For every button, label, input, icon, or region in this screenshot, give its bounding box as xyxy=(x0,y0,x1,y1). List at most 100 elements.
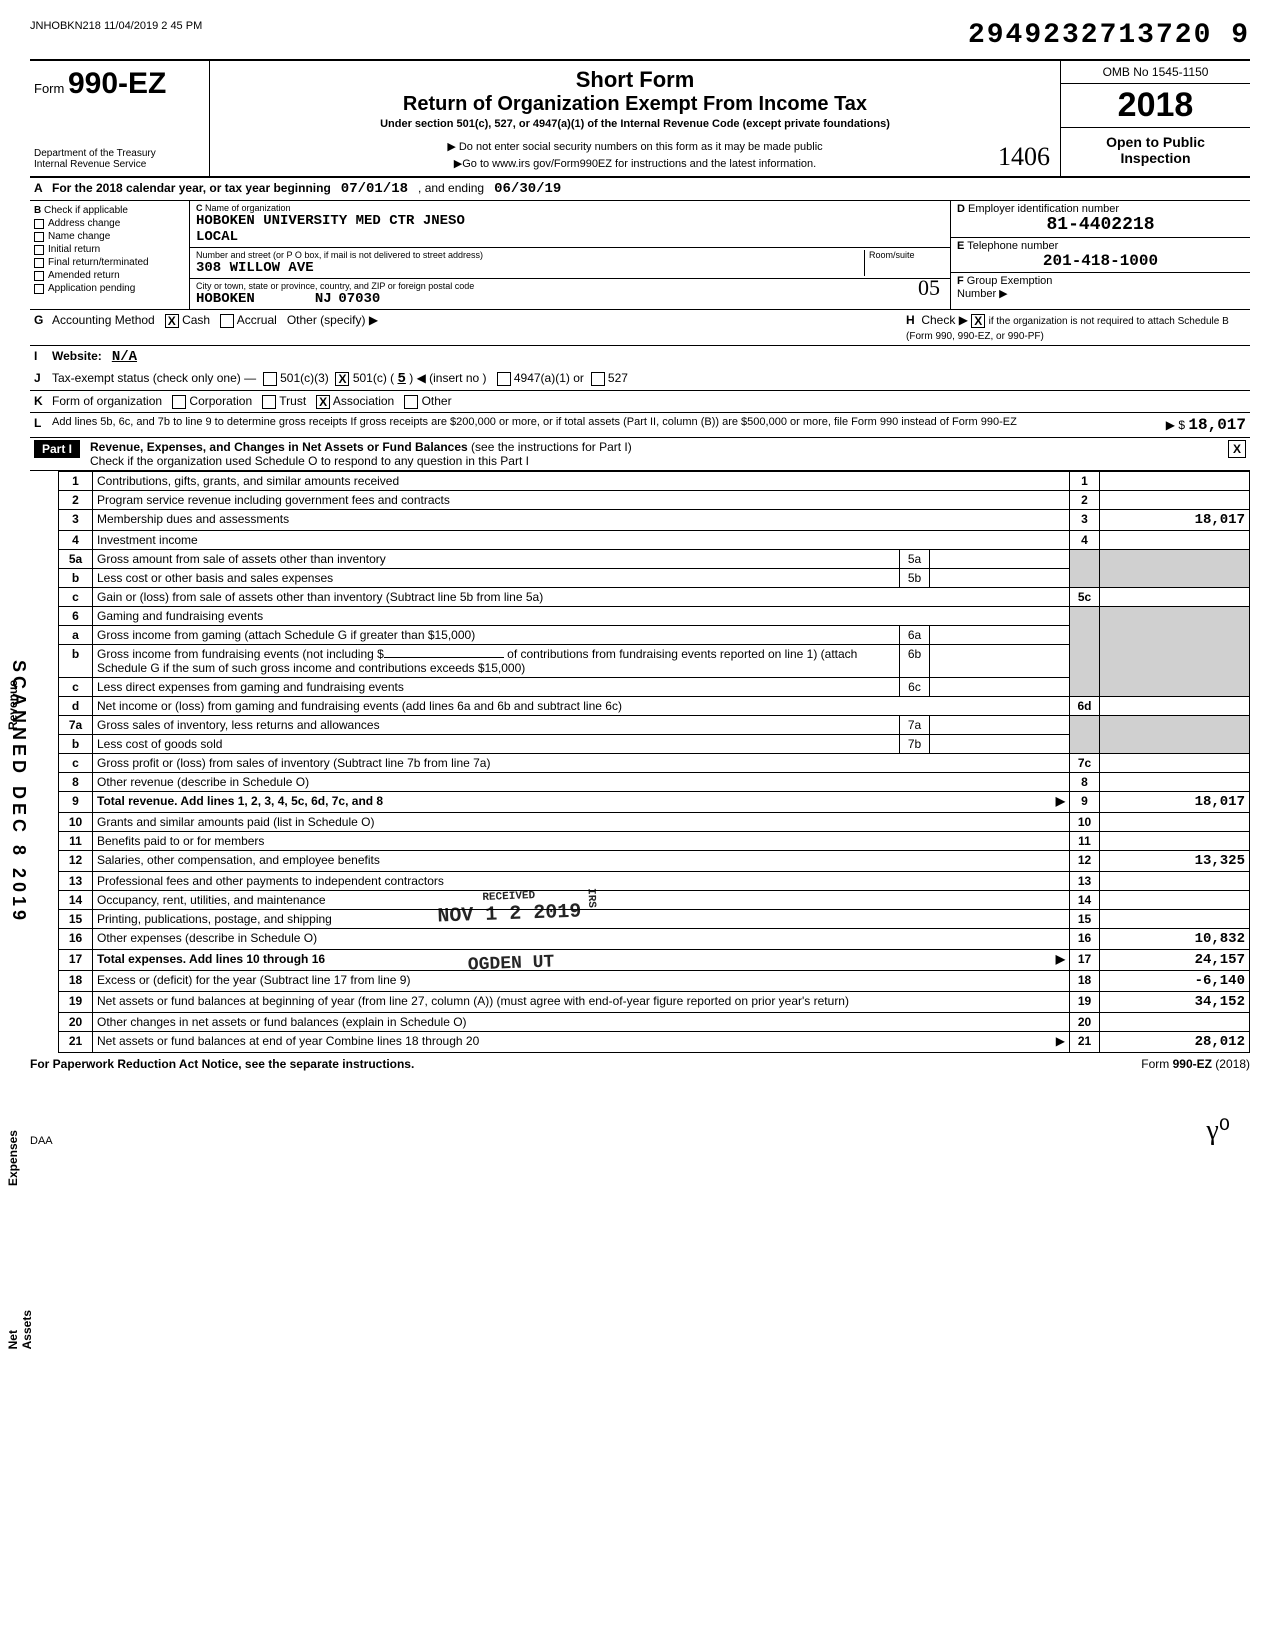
form-org-label: Form of organization xyxy=(52,394,162,408)
chk-schedule-b[interactable]: X xyxy=(971,314,985,328)
501c-number: 5 xyxy=(398,371,406,387)
open-public-2: Inspection xyxy=(1063,150,1248,166)
line-5a: 5aGross amount from sale of assets other… xyxy=(59,549,1250,568)
b-label: B xyxy=(34,205,41,216)
part1-label: Part I xyxy=(34,440,80,458)
g-text: Accounting Method X Cash Accrual Other (… xyxy=(52,313,906,342)
zip: 07030 xyxy=(338,291,380,307)
open-public-1: Open to Public xyxy=(1063,134,1248,150)
org-name-2: LOCAL xyxy=(196,229,944,245)
ein-hint: Employer identification number xyxy=(968,203,1119,215)
line-8: 8Other revenue (describe in Schedule O)8 xyxy=(59,772,1250,791)
line-11: 11Benefits paid to or for members11 xyxy=(59,831,1250,850)
lbl-name-change: Name change xyxy=(48,231,110,242)
chk-amended[interactable] xyxy=(34,271,44,281)
department: Department of the Treasury Internal Reve… xyxy=(34,148,205,170)
row-j: J Tax-exempt status (check only one) — 5… xyxy=(30,368,1250,391)
row-k: K Form of organization Corporation Trust… xyxy=(30,391,1250,413)
chk-cash[interactable]: X xyxy=(165,314,179,328)
l-label: L xyxy=(34,416,52,434)
chk-corp[interactable] xyxy=(172,395,186,409)
l-value-cell: ▶ $ 18,017 xyxy=(1066,416,1246,434)
i-label: I xyxy=(34,349,52,365)
header-left: Form 990-EZ Department of the Treasury I… xyxy=(30,61,210,176)
phone-row: E Telephone number 201-418-1000 xyxy=(951,238,1250,273)
c-label: C xyxy=(196,203,203,213)
footer-form: 990-EZ xyxy=(1173,1057,1212,1071)
lbl-pending: Application pending xyxy=(48,283,135,294)
lbl-527: 527 xyxy=(608,371,628,385)
org-name-row: C Name of organization HOBOKEN UNIVERSIT… xyxy=(190,201,950,248)
lbl-501c-tail: ) ◀ (insert no ) xyxy=(409,371,486,385)
state: NJ xyxy=(315,291,332,307)
line-6b-pre: Gross income from fundraising events (no… xyxy=(97,647,384,661)
line-6b-blank xyxy=(384,657,504,658)
chk-501c[interactable]: X xyxy=(335,372,349,386)
chk-addr-change[interactable] xyxy=(34,219,44,229)
group-hint: Group Exemption xyxy=(967,275,1053,287)
chk-name-change[interactable] xyxy=(34,232,44,242)
title-1: Short Form xyxy=(220,67,1050,93)
k-text: Form of organization Corporation Trust X… xyxy=(52,394,1246,409)
chk-trust[interactable] xyxy=(262,395,276,409)
k-label: K xyxy=(34,394,52,409)
line-7c: cGross profit or (loss) from sales of in… xyxy=(59,753,1250,772)
row-a-mid: , and ending xyxy=(418,181,484,195)
footer: For Paperwork Reduction Act Notice, see … xyxy=(30,1053,1250,1075)
part1-title-tail: (see the instructions for Part I) xyxy=(471,440,632,454)
j-text: Tax-exempt status (check only one) — 501… xyxy=(52,371,1246,387)
subtitle: Under section 501(c), 527, or 4947(a)(1)… xyxy=(220,118,1050,130)
line-15: 15Printing, publications, postage, and s… xyxy=(59,909,1250,928)
section-expenses-label: Expenses xyxy=(6,1130,20,1186)
lbl-accrual: Accrual xyxy=(237,313,277,327)
phone: 201-418-1000 xyxy=(957,252,1244,270)
website-label: Website: xyxy=(52,349,102,363)
chk-final[interactable] xyxy=(34,258,44,268)
h-label: H xyxy=(906,313,915,327)
org-name-1: HOBOKEN UNIVERSITY MED CTR JNESO xyxy=(196,213,944,229)
gross-receipts: 18,017 xyxy=(1188,416,1246,434)
note-1: ▶ Do not enter social security numbers o… xyxy=(220,140,1050,153)
g-label: G xyxy=(34,313,52,342)
city-row: City or town, state or province, country… xyxy=(190,279,950,309)
chk-527[interactable] xyxy=(591,372,605,386)
chk-schedule-o[interactable]: X xyxy=(1228,440,1246,458)
lbl-initial: Initial return xyxy=(48,244,100,255)
handwritten-1406: 1406 xyxy=(998,142,1050,172)
initial-signature: γ⁰ xyxy=(1206,1113,1230,1147)
row-l: L Add lines 5b, 6c, and 7b to line 9 to … xyxy=(30,413,1250,438)
footer-right-pre: Form xyxy=(1141,1057,1172,1071)
part1-check-line: Check if the organization used Schedule … xyxy=(90,454,529,468)
doc-stamp: JNHOBKN218 11/04/2019 2 45 PM xyxy=(30,20,202,32)
f-label: F xyxy=(957,275,964,287)
header-center: Short Form Return of Organization Exempt… xyxy=(210,61,1060,176)
line-7a: 7aGross sales of inventory, less returns… xyxy=(59,715,1250,734)
chk-501c3[interactable] xyxy=(263,372,277,386)
line-18: 18Excess or (deficit) for the year (Subt… xyxy=(59,970,1250,991)
line-4: 4Investment income4 xyxy=(59,530,1250,549)
form-label: Form xyxy=(34,81,64,96)
j-label: J xyxy=(34,371,52,387)
chk-other-org[interactable] xyxy=(404,395,418,409)
entity-block: B Check if applicable Address change Nam… xyxy=(30,201,1250,310)
form-number: Form 990-EZ xyxy=(34,67,205,101)
city: HOBOKEN xyxy=(196,291,255,307)
room-hint: Room/suite xyxy=(869,250,944,260)
received-stamp: RECEIVED NOV 1 2 2019 IRS OGDEN UT xyxy=(437,888,584,976)
l-text: Add lines 5b, 6c, and 7b to line 9 to de… xyxy=(52,416,1066,434)
top-row: JNHOBKN218 11/04/2019 2 45 PM 2949232713… xyxy=(30,20,1250,51)
lbl-final: Final return/terminated xyxy=(48,257,149,268)
chk-pending[interactable] xyxy=(34,284,44,294)
website-value: N/A xyxy=(112,349,137,365)
city-hint: City or town, state or province, country… xyxy=(196,281,944,291)
chk-4947[interactable] xyxy=(497,372,511,386)
lbl-other-org: Other xyxy=(422,394,452,408)
line-12: 12Salaries, other compensation, and empl… xyxy=(59,850,1250,871)
chk-initial[interactable] xyxy=(34,245,44,255)
tax-year-end: 06/30/19 xyxy=(494,181,561,197)
part1-header: Part I Revenue, Expenses, and Changes in… xyxy=(30,438,1250,471)
footer-left: For Paperwork Reduction Act Notice, see … xyxy=(30,1057,414,1071)
row-a-pre: For the 2018 calendar year, or tax year … xyxy=(52,181,331,195)
chk-assoc[interactable]: X xyxy=(316,395,330,409)
chk-accrual[interactable] xyxy=(220,314,234,328)
